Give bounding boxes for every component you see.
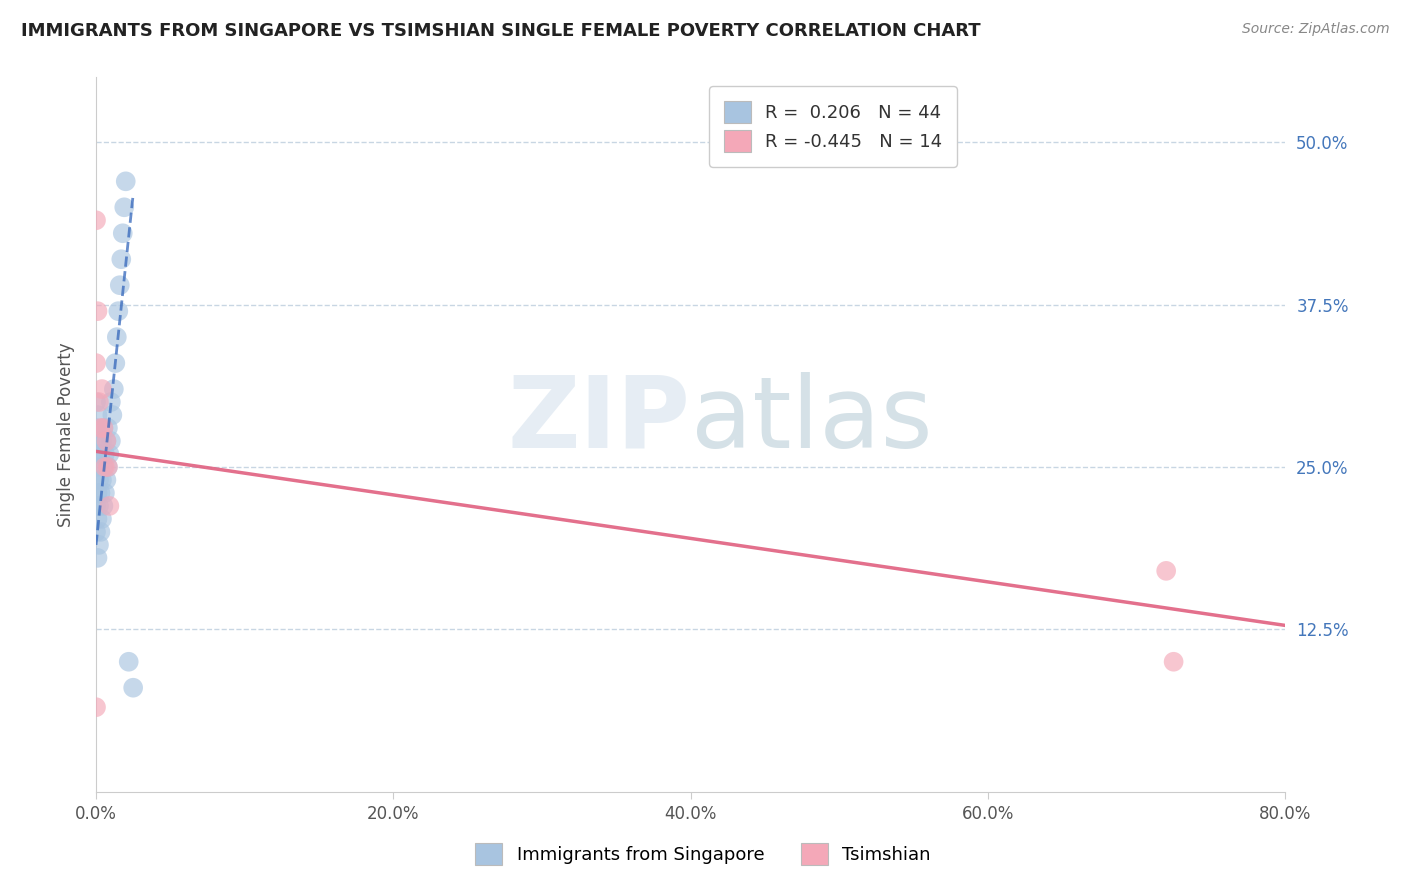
Point: [107, 304, 129, 318]
Point: [86, 447, 108, 461]
Point: [93, 460, 115, 475]
Point: [84, 421, 107, 435]
Point: [89, 421, 111, 435]
Point: [96, 473, 118, 487]
Point: [100, 395, 122, 409]
Point: [97, 460, 120, 475]
Point: [108, 278, 131, 293]
Point: [89, 447, 111, 461]
Point: [105, 330, 128, 344]
Point: [110, 252, 132, 267]
Point: [93, 421, 115, 435]
Point: [84, 460, 107, 475]
Point: [97, 460, 120, 475]
Text: atlas: atlas: [690, 372, 932, 468]
Point: [91, 473, 114, 487]
Point: [94, 486, 117, 500]
Text: ZIP: ZIP: [508, 372, 690, 468]
Point: [97, 421, 120, 435]
Point: [1163, 655, 1185, 669]
Point: [84, 213, 107, 227]
Point: [104, 356, 127, 370]
Point: [91, 382, 114, 396]
Point: [86, 512, 108, 526]
Point: [98, 499, 121, 513]
Point: [86, 408, 108, 422]
Point: [84, 499, 107, 513]
Point: [94, 460, 117, 475]
Point: [93, 421, 115, 435]
Text: Source: ZipAtlas.com: Source: ZipAtlas.com: [1241, 22, 1389, 37]
Point: [87, 395, 110, 409]
Point: [1154, 564, 1177, 578]
Point: [84, 356, 107, 370]
Point: [86, 550, 108, 565]
Point: [89, 524, 111, 539]
Point: [118, 655, 141, 669]
Point: [114, 174, 136, 188]
Point: [87, 499, 110, 513]
Point: [111, 226, 134, 240]
Y-axis label: Single Female Poverty: Single Female Poverty: [58, 343, 75, 527]
Point: [86, 486, 108, 500]
Point: [87, 473, 110, 487]
Legend: R =  0.206   N = 44, R = -0.445   N = 14: R = 0.206 N = 44, R = -0.445 N = 14: [710, 87, 957, 167]
Point: [96, 434, 118, 448]
Point: [87, 538, 110, 552]
Point: [84, 395, 107, 409]
Point: [101, 408, 124, 422]
Point: [96, 434, 118, 448]
Point: [86, 304, 108, 318]
Point: [89, 486, 111, 500]
Point: [91, 434, 114, 448]
Text: IMMIGRANTS FROM SINGAPORE VS TSIMSHIAN SINGLE FEMALE POVERTY CORRELATION CHART: IMMIGRANTS FROM SINGAPORE VS TSIMSHIAN S…: [21, 22, 981, 40]
Point: [84, 524, 107, 539]
Point: [100, 434, 122, 448]
Point: [112, 200, 135, 214]
Point: [98, 447, 121, 461]
Point: [94, 447, 117, 461]
Point: [87, 434, 110, 448]
Point: [84, 700, 107, 714]
Point: [122, 681, 145, 695]
Point: [93, 499, 115, 513]
Legend: Immigrants from Singapore, Tsimshian: Immigrants from Singapore, Tsimshian: [467, 834, 939, 874]
Point: [91, 512, 114, 526]
Point: [103, 382, 125, 396]
